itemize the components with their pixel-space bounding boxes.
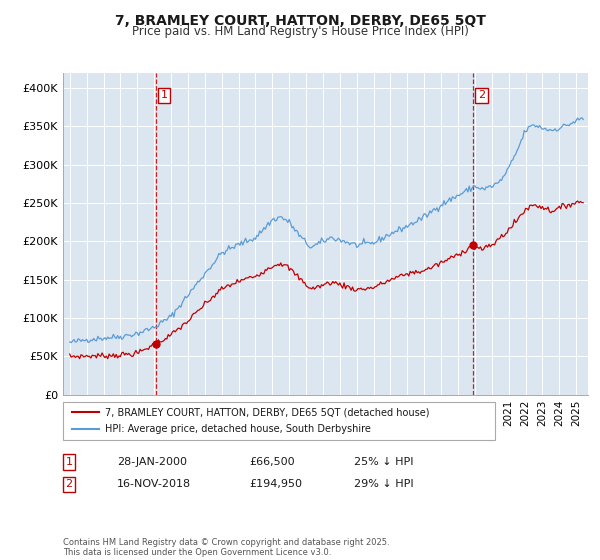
Text: 2: 2	[65, 479, 73, 489]
Text: 25% ↓ HPI: 25% ↓ HPI	[354, 457, 413, 467]
Text: 1: 1	[161, 90, 167, 100]
Text: £194,950: £194,950	[249, 479, 302, 489]
Text: 29% ↓ HPI: 29% ↓ HPI	[354, 479, 413, 489]
Text: Price paid vs. HM Land Registry's House Price Index (HPI): Price paid vs. HM Land Registry's House …	[131, 25, 469, 38]
Text: Contains HM Land Registry data © Crown copyright and database right 2025.
This d: Contains HM Land Registry data © Crown c…	[63, 538, 389, 557]
Text: 16-NOV-2018: 16-NOV-2018	[117, 479, 191, 489]
Text: £66,500: £66,500	[249, 457, 295, 467]
Text: 1: 1	[65, 457, 73, 467]
Text: HPI: Average price, detached house, South Derbyshire: HPI: Average price, detached house, Sout…	[105, 424, 371, 434]
Text: 7, BRAMLEY COURT, HATTON, DERBY, DE65 5QT: 7, BRAMLEY COURT, HATTON, DERBY, DE65 5Q…	[115, 14, 485, 28]
Text: 28-JAN-2000: 28-JAN-2000	[117, 457, 187, 467]
Text: 7, BRAMLEY COURT, HATTON, DERBY, DE65 5QT (detached house): 7, BRAMLEY COURT, HATTON, DERBY, DE65 5Q…	[105, 407, 430, 417]
Text: 2: 2	[478, 90, 485, 100]
